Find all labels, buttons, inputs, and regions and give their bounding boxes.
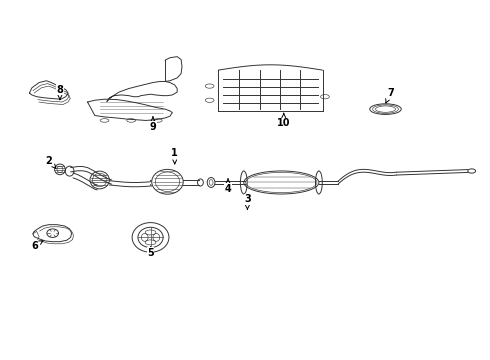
Text: 9: 9 — [149, 117, 156, 132]
Text: 7: 7 — [386, 88, 393, 103]
Text: 5: 5 — [147, 247, 154, 258]
Text: 8: 8 — [56, 85, 63, 99]
Text: 10: 10 — [277, 113, 291, 128]
Text: 6: 6 — [31, 240, 43, 251]
Text: 3: 3 — [244, 194, 251, 210]
Text: 1: 1 — [172, 148, 178, 164]
Text: 4: 4 — [225, 179, 231, 194]
Text: 2: 2 — [46, 156, 56, 168]
